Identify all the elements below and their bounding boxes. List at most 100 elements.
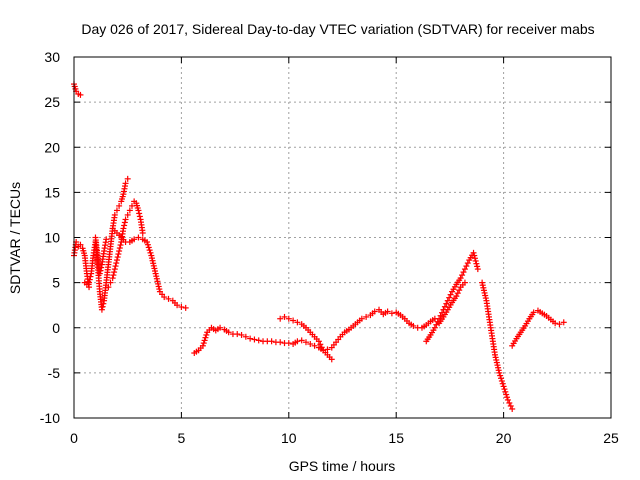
data-point [247, 335, 254, 342]
x-tick-label: 0 [70, 430, 78, 446]
data-point [285, 315, 292, 322]
data-point [165, 295, 172, 302]
data-point-fill [459, 272, 466, 279]
data-point-fill [437, 312, 444, 319]
data-point [358, 315, 365, 322]
data-point [268, 338, 275, 345]
data-point [384, 308, 391, 315]
data-point [131, 236, 138, 243]
x-tick-label: 5 [178, 430, 186, 446]
data-point-fill [87, 273, 94, 280]
data-point [217, 324, 224, 331]
data-point [135, 234, 142, 241]
y-tick-label: 0 [52, 320, 60, 336]
data-point-fill [86, 276, 93, 283]
data-point-fill [121, 219, 128, 226]
x-tick-label: 15 [388, 430, 404, 446]
data-point-fill [497, 372, 504, 379]
data-point [111, 211, 118, 218]
y-tick-label: 20 [44, 139, 60, 155]
data-point-fill [144, 241, 151, 248]
data-point [242, 333, 249, 340]
data-point-fill [113, 260, 120, 267]
data-point [311, 342, 318, 349]
data-point [103, 236, 110, 243]
data-point-fill [446, 294, 453, 301]
data-point [500, 383, 507, 390]
data-point-fill [203, 331, 210, 338]
data-point-fill [503, 391, 510, 398]
data-point [457, 275, 464, 282]
data-point [225, 329, 232, 336]
data-point [556, 321, 563, 328]
data-point [298, 337, 305, 344]
data-point [388, 310, 395, 317]
data-point [144, 239, 151, 246]
y-tick-labels: -10 -5 0 5 10 15 20 25 30 [40, 49, 60, 426]
data-point-fill [443, 300, 450, 307]
data-point [126, 207, 133, 214]
data-point [124, 175, 131, 182]
data-point-fill [464, 260, 471, 267]
data-point-fill [504, 394, 511, 401]
data-point [77, 91, 84, 98]
data-point [277, 339, 284, 346]
data-point [116, 248, 123, 255]
data-point-fill [441, 303, 448, 310]
data-point-fill [202, 334, 209, 341]
data-point [496, 369, 503, 376]
data-point [504, 396, 511, 403]
data-point [290, 317, 297, 324]
y-tick-label: -5 [48, 365, 61, 381]
data-point [552, 320, 559, 327]
data-point-fill [114, 254, 121, 261]
data-point [294, 338, 301, 345]
data-point-fill [317, 341, 324, 348]
x-tick-label: 10 [281, 430, 297, 446]
data-point [255, 337, 262, 344]
data-point [174, 302, 181, 309]
data-point-fill [200, 340, 207, 347]
y-tick-label: 5 [52, 275, 60, 291]
data-point-fill [447, 291, 454, 298]
data-point [324, 346, 331, 353]
y-axis-label: SDTVAR / TECUs [7, 182, 23, 294]
data-point [113, 207, 120, 214]
chart-title: Day 026 of 2017, Sidereal Day-to-day VTE… [81, 21, 594, 37]
data-point [328, 356, 335, 363]
data-point-fill [502, 388, 509, 395]
data-point-fill [474, 263, 481, 270]
data-point-fill [115, 251, 122, 258]
data-point [410, 322, 417, 329]
data-point [461, 279, 468, 286]
data-point [182, 304, 189, 311]
data-point [530, 309, 537, 316]
data-point-fill [454, 290, 461, 297]
data-point-fill [460, 269, 467, 276]
data-point [107, 279, 114, 286]
y-tick-label: 15 [44, 184, 60, 200]
data-point-fill [97, 267, 104, 274]
data-point [128, 202, 135, 209]
data-point [77, 241, 84, 248]
data-point [135, 207, 142, 214]
data-point [363, 313, 370, 320]
data-point-fill [507, 402, 514, 409]
data-point-fill [501, 386, 508, 393]
data-point [105, 284, 112, 291]
y-tick-label: 10 [44, 230, 60, 246]
data-point-fill [201, 337, 208, 344]
data-point-fill [98, 264, 105, 271]
data-point [120, 225, 127, 232]
data-point-fill [472, 257, 479, 264]
data-point [431, 324, 438, 331]
x-axis-label: GPS time / hours [289, 458, 396, 474]
data-point [199, 342, 206, 349]
data-point [285, 340, 292, 347]
data-point-fill [471, 255, 478, 262]
data-point [161, 294, 168, 301]
y-tick-label: 25 [44, 94, 60, 110]
data-point [122, 216, 129, 223]
data-point [139, 229, 146, 236]
data-point [116, 202, 123, 209]
